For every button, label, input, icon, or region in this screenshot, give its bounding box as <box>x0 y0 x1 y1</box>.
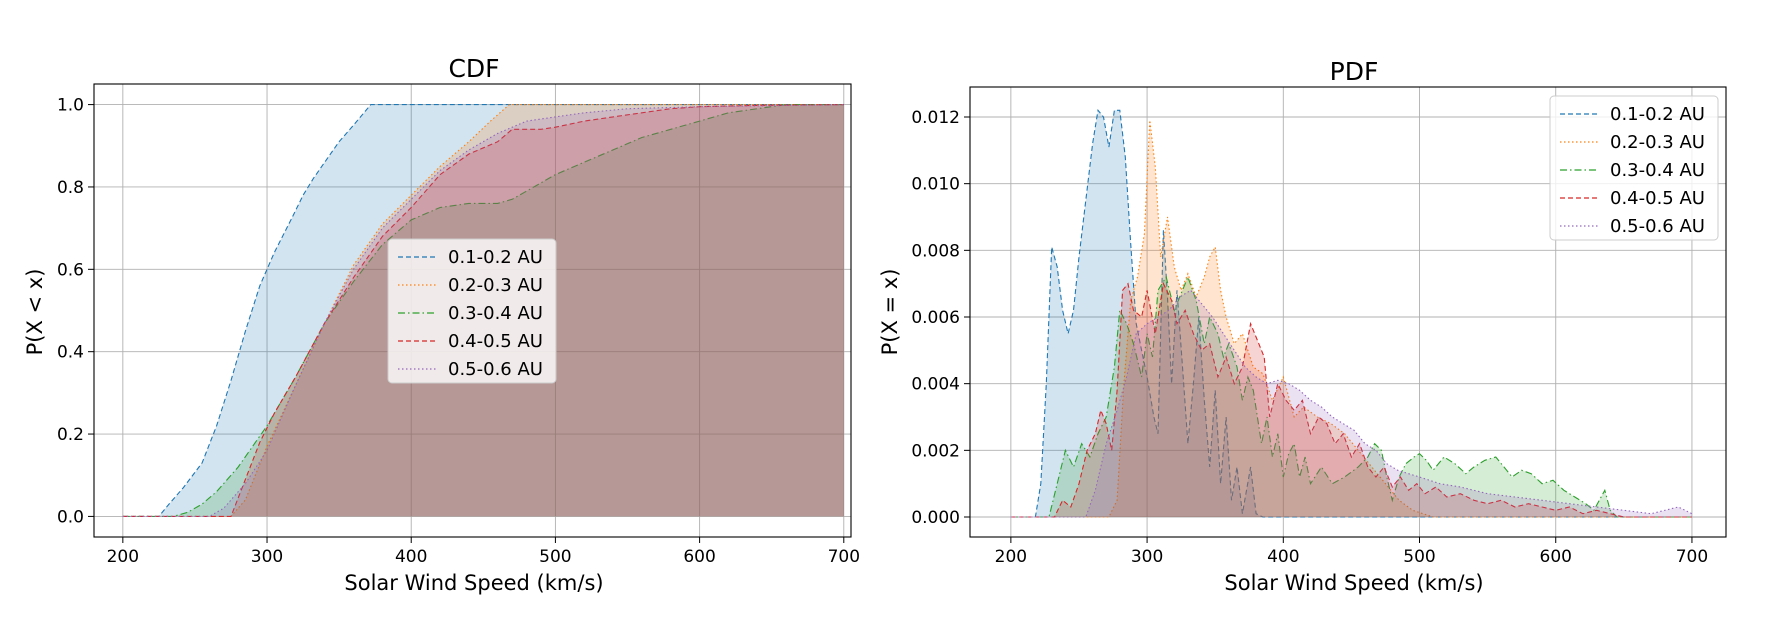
cdf-legend-label-1: 0.1-0.2 AU <box>448 247 543 268</box>
cdf-x-axis-label: Solar Wind Speed (km/s) <box>344 571 603 595</box>
pdf-y-ticks: 0.000 0.002 0.004 0.006 0.008 0.010 0.012 <box>911 108 970 528</box>
cdf-x-tick-label: 600 <box>683 547 715 567</box>
cdf-line-series-4 <box>122 104 844 517</box>
pdf-area-series-5 <box>1010 290 1692 517</box>
pdf-line-series-4 <box>1010 281 1692 518</box>
cdf-x-tick-label: 200 <box>107 547 139 567</box>
cdf-line-series-3 <box>122 104 844 517</box>
pdf-legend-label-1: 0.1-0.2 AU <box>1610 104 1705 125</box>
cdf-legend-box <box>387 238 557 384</box>
pdf-y-tick-label: 0.000 <box>911 508 960 528</box>
pdf-x-tick-label: 700 <box>1676 547 1708 567</box>
pdf-x-tick-label: 500 <box>1403 547 1435 567</box>
cdf-y-tick-label: 0.4 <box>57 343 84 363</box>
cdf-y-tick-label: 1.0 <box>57 96 84 116</box>
cdf-y-axis-label: P(X < x) <box>23 269 47 356</box>
cdf-legend-label-3: 0.3-0.4 AU <box>448 303 543 324</box>
cdf-line-series-1 <box>122 104 844 517</box>
pdf-x-tick-label: 300 <box>1131 547 1163 567</box>
cdf-title: CDF <box>448 54 499 83</box>
pdf-y-tick-label: 0.002 <box>911 441 960 461</box>
cdf-x-ticks: 200 300 400 500 600 700 <box>107 537 860 567</box>
cdf-x-tick-label: 500 <box>539 547 571 567</box>
pdf-y-tick-label: 0.006 <box>911 308 960 328</box>
cdf-legend-label-2: 0.2-0.3 AU <box>448 275 543 296</box>
cdf-y-tick-label: 0.6 <box>57 260 84 280</box>
cdf-y-tick-label: 0.8 <box>57 178 84 198</box>
pdf-y-tick-label: 0.010 <box>911 175 960 195</box>
cdf-y-tick-label: 0.2 <box>57 425 84 445</box>
pdf-legend-label-2: 0.2-0.3 AU <box>1610 132 1705 153</box>
cdf-x-tick-label: 300 <box>251 547 283 567</box>
cdf-legend: 0.1-0.2 AU 0.2-0.3 AU 0.3-0.4 AU 0.4-0.5 AU… <box>387 238 557 384</box>
pdf-series-group <box>1010 109 1693 518</box>
cdf-x-tick-label: 400 <box>395 547 427 567</box>
pdf-line-series-5 <box>1010 289 1693 518</box>
cdf-y-ticks: 0.0 0.2 0.4 0.6 0.8 1.0 <box>57 96 94 527</box>
pdf-line-series-1 <box>1010 109 1692 518</box>
pdf-legend: 0.1-0.2 AU 0.2-0.3 AU 0.3-0.4 AU 0.4-0.5 AU… <box>1549 95 1719 241</box>
cdf-axes-frame <box>93 83 852 538</box>
pdf-x-tick-label: 600 <box>1540 547 1572 567</box>
pdf-x-axis-label: Solar Wind Speed (km/s) <box>1224 571 1483 595</box>
cdf-panel: CDF 200 300 400 500 600 700 0.0 0.2 0.4 0.6 0.8 1.… <box>23 54 860 595</box>
pdf-area-series-4 <box>1010 283 1692 517</box>
pdf-title: PDF <box>1330 57 1379 86</box>
pdf-legend-label-4: 0.4-0.5 AU <box>1610 188 1705 209</box>
cdf-x-tick-label: 700 <box>828 547 860 567</box>
cdf-y-tick-label: 0.0 <box>57 507 84 527</box>
pdf-legend-label-5: 0.5-0.6 AU <box>1610 216 1705 237</box>
pdf-area-series-3 <box>1010 277 1692 517</box>
pdf-x-tick-label: 400 <box>1267 547 1299 567</box>
pdf-plot-area <box>969 86 1727 538</box>
pdf-line-series-3 <box>1010 275 1692 518</box>
pdf-y-tick-label: 0.012 <box>911 108 960 128</box>
pdf-y-axis-label: P(X = x) <box>878 269 902 356</box>
cdf-legend-label-4: 0.4-0.5 AU <box>448 331 543 352</box>
pdf-x-tick-label: 200 <box>995 547 1027 567</box>
pdf-legend-label-3: 0.3-0.4 AU <box>1610 160 1705 181</box>
pdf-line-series-2 <box>1010 120 1692 518</box>
pdf-y-tick-label: 0.008 <box>911 241 960 261</box>
pdf-axes-frame <box>969 86 1727 538</box>
pdf-x-ticks: 200 300 400 500 600 700 <box>995 537 1708 567</box>
cdf-legend-label-5: 0.5-0.6 AU <box>448 359 543 380</box>
pdf-area-series-1 <box>1010 110 1692 518</box>
pdf-legend-box <box>1549 95 1719 241</box>
pdf-y-tick-label: 0.004 <box>911 375 960 395</box>
pdf-area-series-2 <box>1010 120 1692 518</box>
pdf-panel: PDF 200 300 400 500 600 700 0.0000.0020.0040.… <box>878 57 1727 595</box>
